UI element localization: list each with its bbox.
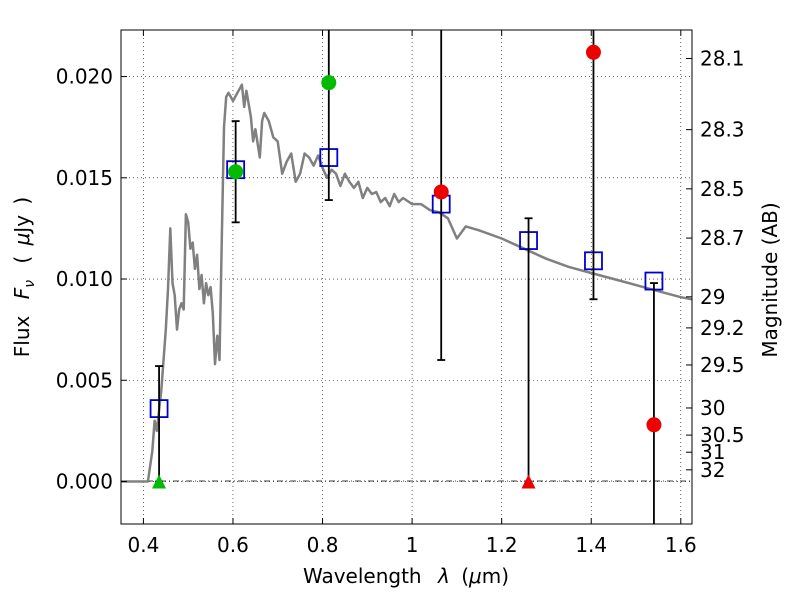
y-axis-label-mu: μ [10, 233, 34, 247]
x-axis-label: Wavelength λ (μm) [303, 564, 509, 588]
axis-ticks: 0.4 0.6 0.8 1 1.2 1.4 1.6 0.000 0.005 0.010 0.015 0… [56, 30, 745, 557]
y-axis-label-word: Flux [10, 315, 34, 357]
magnitude-tick-label: 30 [700, 396, 725, 420]
magnitude-tick-label: 28.7 [700, 226, 745, 250]
observed-photometry [152, 30, 662, 524]
y-axis-label: Flux Fν ( μJy ) [10, 197, 39, 357]
y-tick-label: 0.020 [56, 65, 113, 89]
x-tick-label: 0.4 [127, 533, 159, 557]
magnitude-tick-label: 32 [700, 458, 725, 482]
magnitude-tick-label: 29.2 [700, 316, 745, 340]
x-axis-label-lambda: λ [437, 564, 450, 588]
y-tick-label: 0.010 [56, 267, 113, 291]
observed-flux-point [321, 75, 337, 91]
x-tick-label: 1 [406, 533, 419, 557]
magnitude-tick-label: 29.5 [700, 353, 745, 377]
observed-upper-limit-marker [521, 474, 536, 489]
observed-flux-point [585, 44, 601, 60]
observed-upper-limit-marker [152, 474, 167, 489]
magnitude-tick-label: 30.5 [700, 423, 745, 447]
right-axis-label: Magnitude (AB) [758, 202, 782, 357]
magnitude-tick-label: 31 [700, 440, 725, 464]
x-tick-label: 0.6 [217, 533, 249, 557]
magnitude-tick-label: 29 [700, 285, 725, 309]
x-axis-label-open-paren: ( [461, 564, 469, 588]
x-axis-label-word: Wavelength [303, 564, 422, 588]
model-photometry-markers [149, 148, 664, 418]
y-tick-label: 0.015 [56, 166, 113, 190]
plot-frame [120, 29, 693, 525]
model-spectrum [121, 83, 693, 483]
x-tick-label: 1.6 [665, 533, 697, 557]
y-axis-label-unit: Jy [10, 215, 34, 235]
observed-flux-point [228, 164, 244, 180]
observed-flux-point [646, 417, 662, 433]
magnitude-tick-label: 28.3 [700, 118, 745, 142]
x-axis-label-mu: μ [468, 564, 482, 588]
y-axis-label-f: F [10, 287, 34, 299]
x-tick-label: 1.2 [486, 533, 518, 557]
magnitude-tick-label: 28.1 [700, 46, 745, 70]
y-axis-label-nu: ν [22, 280, 38, 288]
x-tick-label: 0.8 [307, 533, 339, 557]
y-tick-label: 0.000 [56, 469, 113, 493]
observed-flux-point [433, 184, 449, 200]
magnitude-tick-label: 28.5 [700, 177, 745, 201]
x-tick-label: 1.4 [575, 533, 607, 557]
model-spectrum-line [121, 83, 693, 483]
x-axis-label-unit: m) [482, 564, 509, 588]
y-axis-label-close-paren: ) [10, 197, 34, 205]
y-axis-label-open-paren: ( [10, 256, 34, 264]
y-tick-label: 0.005 [56, 368, 113, 392]
